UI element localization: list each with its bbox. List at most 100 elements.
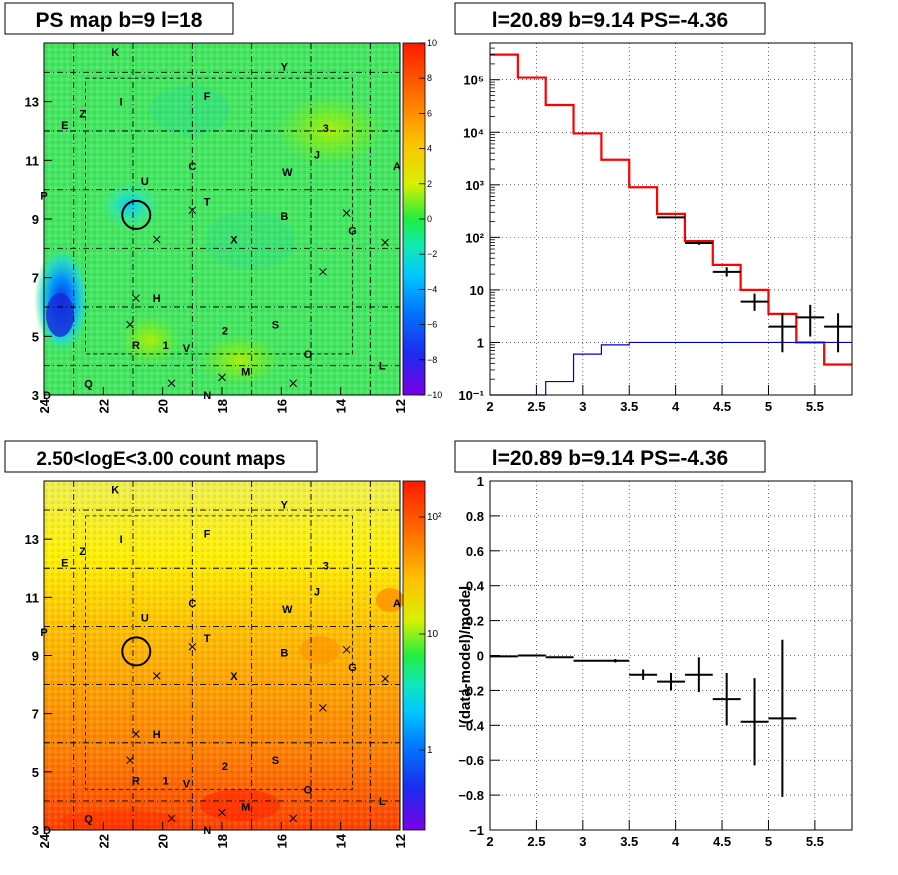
residual-data-point: [740, 678, 769, 766]
residual-plot: 2 2.5 3 3.5 4 4.5 5 5.5 1 0.8 0.6 0.4 0.2 0 −0.2 −0.4 −0…: [457, 474, 853, 849]
source-label: U: [141, 613, 149, 625]
title-spectrum-text: l=20.89 b=9.14 PS=-4.36: [492, 9, 728, 32]
source-label: E: [61, 120, 68, 132]
residual-data-point: [768, 639, 797, 797]
source-cross-marker: [218, 373, 226, 382]
residual-data-point: [545, 656, 574, 659]
x-tick-label: 4: [672, 399, 680, 414]
source-cross-marker: [218, 808, 226, 817]
y-tick-label: 7: [32, 271, 39, 286]
y-tick-label: 0.2: [466, 614, 484, 629]
x-tick-label: 18: [215, 399, 230, 413]
target-circle: [121, 636, 152, 667]
x-tick-label: 22: [96, 399, 111, 413]
y-tick-label: 1: [477, 335, 484, 350]
source-label: I: [120, 534, 123, 546]
source-label: G: [348, 662, 357, 674]
y-tick-label: 1: [477, 474, 484, 489]
y-tick-label: −0.4: [458, 718, 484, 733]
source-cross-marker: [126, 756, 134, 765]
source-label: 1: [163, 340, 169, 352]
x-tick-label: 24: [37, 398, 52, 413]
x-tick-label: 16: [274, 834, 289, 848]
y-tick-label: 10³: [465, 178, 484, 193]
source-label: 3: [323, 123, 329, 135]
x-tick-label: 20: [156, 834, 171, 848]
x-tick-label: 5.5: [806, 834, 824, 849]
colorbar-tick-label: 10²: [427, 512, 442, 523]
residual-data-point: [517, 654, 546, 657]
source-label: 1: [163, 776, 169, 788]
y-tick-label: 9: [32, 649, 39, 664]
x-tick-label: 16: [274, 399, 289, 413]
source-label: V: [183, 778, 191, 790]
x-tick-label: 5: [765, 399, 772, 414]
spectrum-data-point: [684, 241, 713, 245]
residual-data-point: [712, 672, 741, 726]
x-tick-label: 3: [579, 399, 586, 414]
colorbar-tick-label: 8: [427, 73, 432, 83]
x-tick-label: 3.5: [620, 834, 638, 849]
source-label: F: [204, 528, 211, 540]
y-tick-label: 5: [32, 765, 39, 780]
residual-data-points: [490, 639, 797, 797]
title-ps-map: PS map b=9 l=18: [4, 2, 234, 35]
y-tick-label: 10: [470, 283, 484, 298]
x-tick-label: 4.5: [713, 834, 731, 849]
source-cross-marker: [152, 672, 161, 680]
colorbar-tick-label: 4: [427, 144, 432, 154]
source-cross-marker: [167, 814, 176, 823]
ps-colorbar: 10 8 6 4 2 0 −2 −4 −6 −8 −10: [402, 38, 442, 400]
source-cross-marker: [381, 674, 390, 683]
colorbar-tick-label: 10: [427, 38, 437, 48]
x-tick-label: 2: [486, 399, 493, 414]
source-label: X: [230, 235, 238, 247]
spectrum-data-point: [824, 313, 852, 353]
source-label: Z: [79, 108, 86, 120]
x-tick-label: 12: [393, 834, 408, 848]
residual-axes: 2 2.5 3 3.5 4 4.5 5 5.5 1 0.8 0.6 0.4 0.2 0 −0.2 −0.4 −0…: [458, 474, 824, 849]
y-tick-label: −0.6: [458, 753, 484, 768]
source-label: N: [203, 825, 211, 837]
source-label: S: [272, 320, 279, 332]
colorbar-tick-label: −2: [427, 249, 437, 259]
residual-ylabel: (data-model)/model: [457, 586, 474, 724]
source-label: F: [204, 91, 211, 103]
source-label: H: [153, 729, 161, 741]
source-label: E: [61, 557, 68, 569]
x-tick-label: 4: [672, 834, 680, 849]
source-label: L: [379, 361, 386, 373]
source-label: T: [204, 196, 211, 208]
title-residual-text: l=20.89 b=9.14 PS=-4.36: [492, 447, 728, 470]
x-tick-label: 14: [334, 398, 349, 413]
spectrum-data-point: [712, 267, 741, 277]
source-label: C: [188, 598, 196, 610]
source-cross-marker: [126, 320, 134, 329]
spectrum-data-point: [740, 293, 769, 311]
x-tick-label: 4.5: [713, 399, 731, 414]
source-label: R: [132, 340, 140, 352]
y-tick-label: 13: [25, 95, 39, 110]
x-tick-label: 2.5: [527, 399, 545, 414]
y-tick-label: −0.2: [458, 683, 484, 698]
source-label: W: [282, 604, 293, 616]
y-tick-label: 10⁴: [463, 125, 484, 140]
source-label: Z: [79, 546, 86, 558]
source-label: D: [43, 390, 51, 402]
y-tick-label: 7: [32, 707, 39, 722]
residual-data-point: [684, 657, 713, 693]
source-label: M: [241, 367, 250, 379]
y-tick-label: 5: [32, 329, 39, 344]
spectrum-axes: 2 2.5 3 3.5 4 4.5 5 5.5 10⁻¹ 1 10 10² 10³ 10⁴ 10⁵: [458, 47, 824, 414]
y-tick-label: 0.6: [466, 544, 484, 559]
x-tick-label: 14: [334, 833, 349, 848]
source-cross-marker: [342, 209, 351, 217]
source-label: A: [393, 598, 401, 610]
colorbar-tick-label: 6: [427, 108, 432, 118]
spectrum-series: [490, 53, 852, 396]
source-label: S: [272, 755, 279, 767]
source-label: O: [304, 349, 313, 361]
source-label: Y: [281, 499, 289, 511]
source-label: V: [183, 343, 191, 355]
